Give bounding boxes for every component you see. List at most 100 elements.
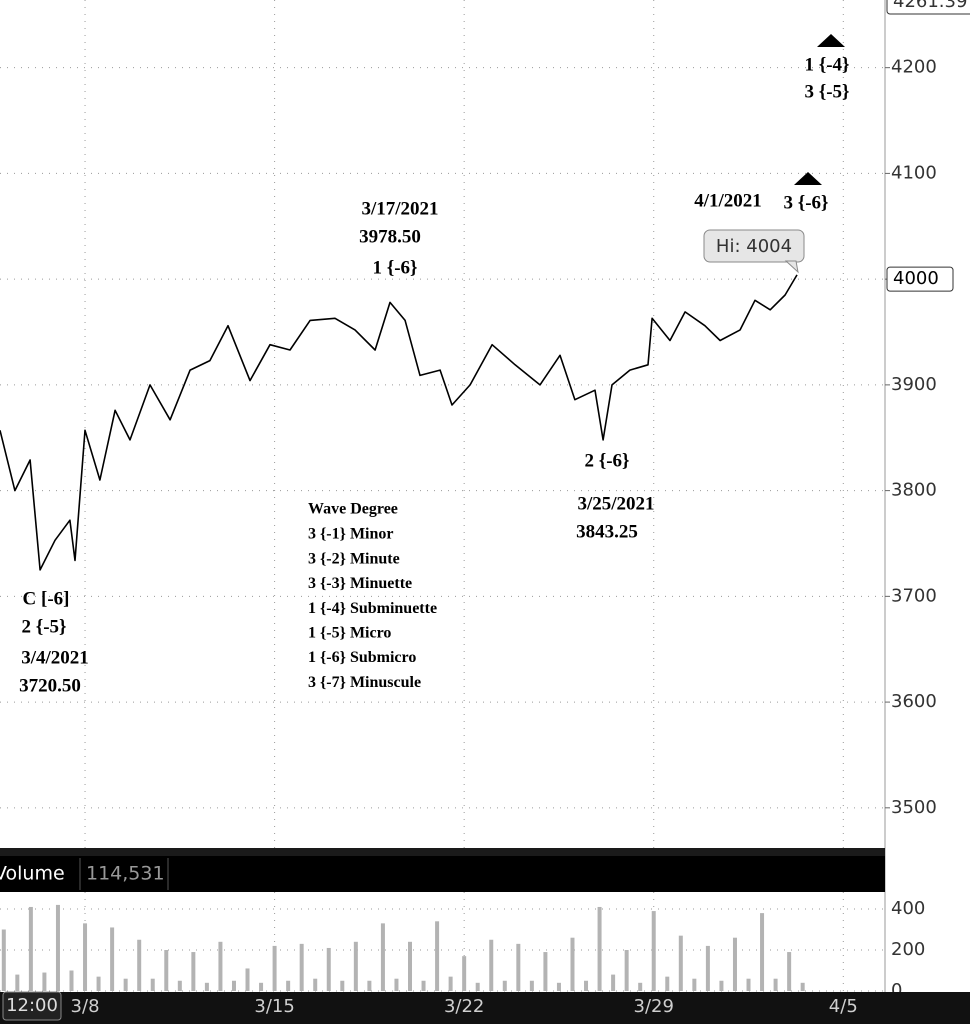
volume-bar xyxy=(719,980,724,991)
top-label-box xyxy=(886,0,970,15)
wave-annotation: 3 {-5} xyxy=(804,81,849,102)
wave-annotation: 2 {-6} xyxy=(584,450,629,471)
volume-bar xyxy=(746,978,751,991)
last-price-box xyxy=(886,266,954,292)
legend-item: 1 {-6} Submicro xyxy=(308,649,416,666)
volume-bar xyxy=(556,982,561,991)
wave-annotation: 1 {-4} xyxy=(804,54,849,75)
volume-bar xyxy=(1,929,6,991)
volume-readout: 114,531 xyxy=(86,863,165,885)
volume-bar xyxy=(380,923,385,991)
volume-bar xyxy=(191,952,196,991)
panel-divider xyxy=(0,848,885,856)
volume-bar xyxy=(678,935,683,991)
x-tick-label: 3/8 xyxy=(71,996,100,1017)
x-axis-bar xyxy=(0,992,970,1024)
wave-annotation: 4/1/2021 xyxy=(694,190,762,211)
y-tick-label: 3600 xyxy=(891,691,937,712)
volume-bar xyxy=(475,982,480,991)
tooltip-text: Hi: 4004 xyxy=(716,236,792,257)
volume-bar xyxy=(705,945,710,991)
volume-bar xyxy=(584,980,589,991)
volume-bar xyxy=(638,982,643,991)
volume-bar xyxy=(83,923,88,991)
volume-bar xyxy=(665,976,670,991)
y-tick-label: 3700 xyxy=(891,585,937,606)
volume-bar xyxy=(489,939,494,991)
volume-panel: 0 200 400 xyxy=(0,892,925,1001)
volume-bar xyxy=(611,974,616,991)
volume-bar xyxy=(150,978,155,991)
volume-bar xyxy=(326,947,331,991)
volume-bar xyxy=(110,927,115,991)
legend-title: Wave Degree xyxy=(308,501,398,518)
y-tick-label: 200 xyxy=(891,939,925,960)
legend-item: 1 {-5} Micro xyxy=(308,624,391,641)
wave-annotation: 3978.50 xyxy=(359,226,421,247)
volume-bar xyxy=(340,980,345,991)
volume-bar xyxy=(353,941,358,991)
volume-bar xyxy=(96,976,101,991)
y-tick-label: 4200 xyxy=(891,57,937,78)
tooltip-pointer xyxy=(784,260,799,274)
volume-bar xyxy=(286,980,291,991)
volume-bar xyxy=(137,939,142,991)
tooltip-box xyxy=(703,229,805,263)
volume-bar xyxy=(367,980,372,991)
legend-item: 3 {-1} Minor xyxy=(308,526,393,543)
volume-bar xyxy=(299,943,304,991)
volume-bar xyxy=(773,978,778,991)
wave-annotation: 3/17/2021 xyxy=(361,198,438,219)
y-tick-label: 3800 xyxy=(891,480,937,501)
volume-bar xyxy=(394,978,399,991)
price-line xyxy=(0,274,798,571)
volume-header xyxy=(0,856,885,892)
volume-bar xyxy=(597,906,602,991)
volume-bar xyxy=(462,956,467,991)
x-tick-label: 3/15 xyxy=(254,996,294,1017)
x-tick-label: 3/22 xyxy=(444,996,484,1017)
time-label-box xyxy=(2,991,62,1021)
volume-bar xyxy=(272,945,277,991)
volume-bar xyxy=(313,978,318,991)
volume-bar xyxy=(502,980,507,991)
volume-bar xyxy=(177,980,182,991)
volume-bar xyxy=(787,952,792,991)
volume-bar xyxy=(448,976,453,991)
volume-bar xyxy=(231,980,236,991)
volume-bar xyxy=(218,941,223,991)
wave-annotation: 1 {-6} xyxy=(372,257,417,278)
x-tick-label: 4/5 xyxy=(829,996,858,1017)
volume-bar xyxy=(15,974,20,991)
legend-item: 3 {-3} Minuette xyxy=(308,575,412,592)
y-tick-label: 400 xyxy=(891,898,925,919)
volume-bar xyxy=(516,943,521,991)
wave-annotation: 3843.25 xyxy=(576,521,638,542)
y-tick-label: 4100 xyxy=(891,162,937,183)
volume-bar xyxy=(28,906,33,991)
volume-bar xyxy=(421,980,426,991)
wave-annotation: 3720.50 xyxy=(19,675,81,696)
volume-bar xyxy=(760,913,765,991)
volume-bar xyxy=(800,982,805,991)
volume-bar xyxy=(204,982,209,991)
x-tick-label: 3/29 xyxy=(634,996,674,1017)
volume-bar xyxy=(69,970,74,991)
top-label: 4261.39 xyxy=(893,0,967,12)
y-tick-label: 0 xyxy=(891,980,902,1001)
y-tick-label: 3500 xyxy=(891,797,937,818)
legend-item: 1 {-4} Subminuette xyxy=(308,600,437,617)
volume-bar xyxy=(732,937,737,991)
y-tick-label: 3900 xyxy=(891,374,937,395)
volume-bar xyxy=(164,950,169,991)
time-label: 12:00 xyxy=(6,995,58,1016)
wave-annotation: 2 {-5} xyxy=(21,616,66,637)
volume-bar xyxy=(55,904,60,991)
volume-bar xyxy=(529,980,534,991)
volume-bar xyxy=(570,937,575,991)
arrow-up xyxy=(794,172,822,185)
volume-bar xyxy=(543,952,548,991)
wave-annotation: 3/25/2021 xyxy=(577,493,654,514)
volume-bar xyxy=(624,950,629,991)
